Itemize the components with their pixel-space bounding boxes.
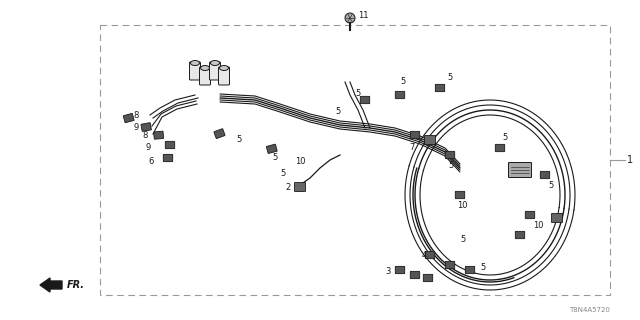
Text: 5: 5 [480, 263, 485, 273]
Text: 9: 9 [133, 123, 138, 132]
FancyBboxPatch shape [266, 144, 277, 154]
Ellipse shape [211, 60, 220, 66]
FancyBboxPatch shape [426, 251, 435, 259]
Text: 10: 10 [457, 201, 467, 210]
FancyBboxPatch shape [445, 261, 454, 269]
FancyBboxPatch shape [465, 266, 475, 274]
FancyBboxPatch shape [214, 129, 225, 139]
Text: 11: 11 [358, 12, 369, 20]
Text: 5: 5 [502, 133, 508, 142]
Text: 5: 5 [448, 161, 453, 170]
FancyBboxPatch shape [509, 163, 531, 178]
Text: 1: 1 [627, 155, 633, 165]
FancyBboxPatch shape [154, 131, 164, 139]
FancyBboxPatch shape [495, 144, 505, 152]
FancyBboxPatch shape [218, 67, 230, 85]
FancyBboxPatch shape [396, 91, 404, 99]
Text: 5: 5 [272, 154, 277, 163]
Text: 5: 5 [280, 170, 285, 179]
FancyBboxPatch shape [410, 131, 420, 139]
Text: 5: 5 [236, 135, 241, 145]
Text: 5: 5 [460, 236, 465, 244]
Text: 5: 5 [400, 77, 405, 86]
FancyArrow shape [40, 278, 62, 292]
Text: 3: 3 [385, 268, 390, 276]
Text: 4: 4 [422, 252, 428, 260]
Ellipse shape [191, 60, 200, 66]
FancyBboxPatch shape [163, 154, 173, 162]
FancyBboxPatch shape [525, 211, 534, 219]
Ellipse shape [220, 66, 228, 70]
FancyBboxPatch shape [540, 171, 550, 179]
Text: 6: 6 [148, 157, 154, 166]
FancyBboxPatch shape [396, 266, 404, 274]
Text: 7: 7 [409, 142, 414, 151]
Text: 8: 8 [133, 110, 138, 119]
FancyBboxPatch shape [141, 123, 152, 132]
Text: 10: 10 [533, 220, 543, 229]
Text: 5: 5 [355, 89, 360, 98]
Text: 5: 5 [447, 74, 452, 83]
Text: 8: 8 [142, 132, 147, 140]
Circle shape [345, 13, 355, 23]
FancyBboxPatch shape [360, 96, 370, 104]
FancyBboxPatch shape [200, 67, 211, 85]
Text: 2: 2 [285, 183, 291, 193]
FancyBboxPatch shape [435, 84, 445, 92]
FancyBboxPatch shape [455, 191, 465, 199]
FancyBboxPatch shape [209, 62, 221, 80]
Ellipse shape [200, 66, 209, 70]
Text: 10: 10 [295, 157, 305, 166]
FancyBboxPatch shape [424, 135, 435, 145]
FancyBboxPatch shape [165, 141, 175, 149]
FancyBboxPatch shape [423, 274, 433, 282]
FancyBboxPatch shape [445, 151, 454, 159]
FancyBboxPatch shape [515, 231, 525, 239]
Bar [100, 25, 610, 295]
FancyBboxPatch shape [294, 182, 305, 191]
Text: FR.: FR. [67, 280, 85, 290]
FancyBboxPatch shape [124, 113, 134, 123]
FancyBboxPatch shape [552, 213, 563, 222]
Text: 5: 5 [548, 180, 553, 189]
FancyBboxPatch shape [410, 271, 420, 279]
Text: 9: 9 [145, 142, 150, 151]
Text: T8N4A5720: T8N4A5720 [569, 307, 610, 313]
FancyBboxPatch shape [189, 62, 200, 80]
Text: 5: 5 [335, 108, 340, 116]
